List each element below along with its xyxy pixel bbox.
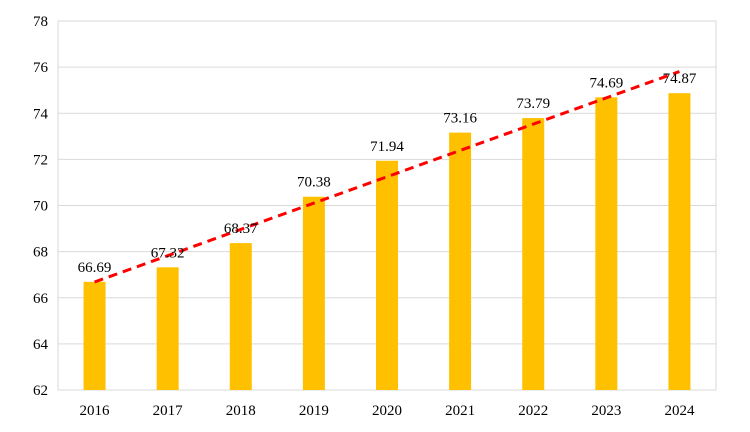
- bar: [229, 243, 252, 390]
- data-label: 73.79: [516, 96, 550, 112]
- bar: [156, 267, 179, 390]
- x-tick-label: 2020: [372, 403, 402, 419]
- data-label: 67.32: [151, 245, 185, 261]
- y-tick-label: 74: [33, 106, 49, 122]
- data-label: 71.94: [370, 139, 404, 155]
- data-label: 66.69: [78, 260, 112, 276]
- y-tick-label: 68: [33, 245, 48, 261]
- y-tick-label: 76: [33, 60, 49, 76]
- y-tick-label: 70: [33, 199, 48, 215]
- bar: [376, 160, 398, 390]
- x-tick-label: 2018: [226, 403, 256, 419]
- trendline: [94, 70, 680, 284]
- data-labels: 66.69 67.32 68.37 70.38 71.94 73.16 73.79 74.69…: [78, 71, 697, 276]
- x-tick-label: 2017: [153, 403, 184, 419]
- data-label: 74.69: [589, 75, 623, 91]
- bar: [668, 93, 691, 391]
- bar: [449, 132, 472, 390]
- bar: [83, 281, 106, 390]
- x-tick-label: 2023: [591, 403, 621, 419]
- y-tick-label: 72: [33, 152, 48, 168]
- x-tick-label: 2019: [299, 403, 329, 419]
- data-label: 70.38: [297, 175, 331, 191]
- y-tick-label: 64: [33, 337, 49, 353]
- axes: 62 64 66 68 70 72 74 76 78 2016 2017 2018 2019 2020 20…: [33, 14, 695, 419]
- bar: [595, 97, 618, 390]
- bars: [83, 93, 691, 391]
- y-tick-label: 62: [33, 383, 48, 399]
- y-tick-label: 66: [33, 291, 49, 307]
- x-tick-label: 2021: [445, 403, 475, 419]
- trendline-layer: [94, 70, 680, 284]
- data-label: 74.87: [663, 71, 697, 87]
- y-tick-label: 78: [33, 14, 48, 30]
- bar: [302, 196, 325, 390]
- x-tick-label: 2016: [80, 403, 111, 419]
- data-label: 73.16: [443, 111, 477, 127]
- x-tick-label: 2022: [518, 403, 548, 419]
- x-tick-label: 2024: [664, 403, 695, 419]
- bar: [522, 118, 545, 390]
- data-label: 68.37: [224, 221, 258, 237]
